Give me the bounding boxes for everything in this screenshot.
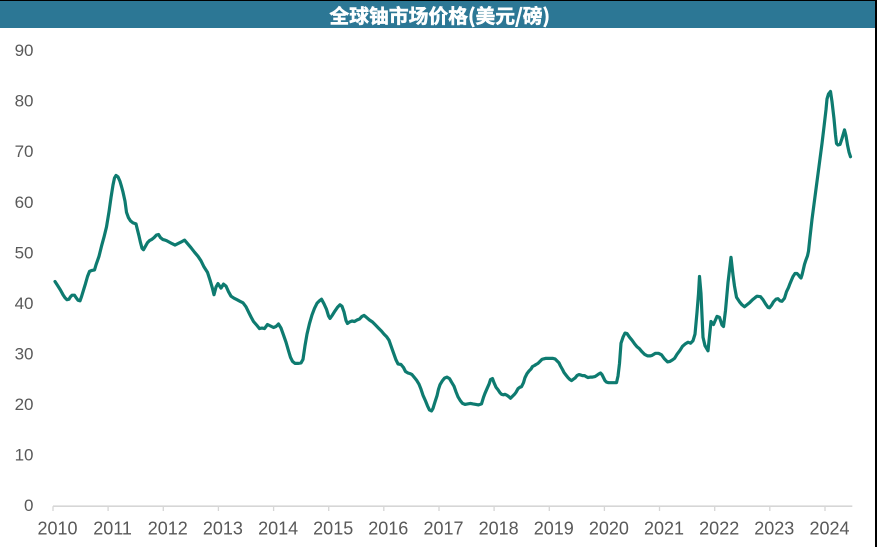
- svg-text:2012: 2012: [148, 519, 188, 539]
- svg-text:2019: 2019: [534, 519, 574, 539]
- svg-text:60: 60: [15, 193, 34, 212]
- svg-text:2022: 2022: [699, 519, 739, 539]
- svg-text:2016: 2016: [368, 519, 408, 539]
- svg-text:2018: 2018: [479, 519, 519, 539]
- svg-text:0: 0: [24, 496, 33, 515]
- svg-text:10: 10: [15, 446, 34, 465]
- svg-text:2014: 2014: [258, 519, 298, 539]
- svg-text:70: 70: [15, 142, 34, 161]
- svg-text:2015: 2015: [313, 519, 353, 539]
- svg-text:2024: 2024: [809, 519, 849, 539]
- svg-text:2013: 2013: [203, 519, 243, 539]
- svg-text:2023: 2023: [754, 519, 794, 539]
- svg-text:90: 90: [15, 41, 34, 60]
- svg-text:2017: 2017: [423, 519, 463, 539]
- svg-text:40: 40: [15, 294, 34, 313]
- svg-text:2011: 2011: [93, 519, 132, 539]
- svg-text:2020: 2020: [589, 519, 629, 539]
- svg-text:2021: 2021: [644, 519, 684, 539]
- svg-text:30: 30: [15, 344, 34, 363]
- svg-text:20: 20: [15, 395, 34, 414]
- svg-text:2010: 2010: [37, 519, 77, 539]
- svg-text:50: 50: [15, 243, 34, 262]
- svg-text:80: 80: [15, 92, 34, 111]
